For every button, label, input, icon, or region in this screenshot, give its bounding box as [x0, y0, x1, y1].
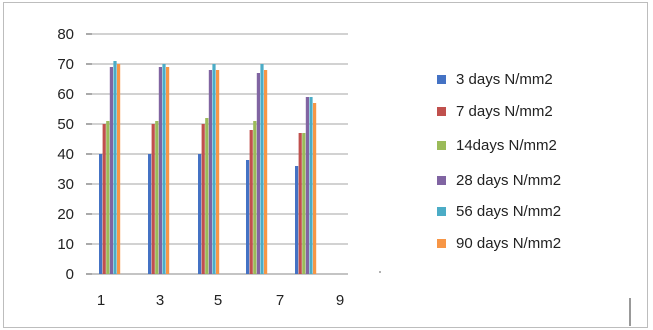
y-tick-label: 40: [57, 146, 74, 163]
legend-swatch: [437, 141, 446, 150]
legend-swatch: [437, 176, 446, 185]
bar: [246, 160, 250, 274]
x-tick-label: 9: [336, 292, 344, 309]
y-tick-label: 50: [57, 116, 74, 133]
bars: [99, 61, 317, 274]
bar: [305, 97, 309, 274]
bar: [249, 130, 253, 274]
legend-item: 90 days N/mm2: [437, 235, 561, 252]
y-tick-label: 60: [57, 86, 74, 103]
y-tick-label: 30: [57, 176, 74, 193]
legend-item: 14days N/mm2: [437, 137, 557, 154]
bar: [298, 133, 302, 274]
bar: [260, 64, 264, 274]
legend-item: 28 days N/mm2: [437, 172, 561, 189]
x-tick-label: 7: [276, 292, 284, 309]
bar: [102, 124, 106, 274]
bar: [151, 124, 155, 274]
bar: [109, 67, 113, 274]
bar: [99, 154, 103, 274]
legend: 3 days N/mm2 7 days N/mm2 14days N/mm2 28 d…: [379, 71, 631, 326]
y-axis-ticks: 0 10 20 30 40 50 60 70 80: [57, 26, 92, 283]
legend-swatch: [437, 107, 446, 116]
bar: [295, 166, 299, 274]
bar: [106, 121, 110, 274]
bar: [302, 133, 306, 274]
legend-swatch: [437, 207, 446, 216]
y-tick-label: 80: [57, 26, 74, 43]
legend-label: 3 days N/mm2: [456, 71, 553, 88]
y-tick-label: 20: [57, 206, 74, 223]
bar: [155, 121, 159, 274]
legend-label: 56 days N/mm2: [456, 203, 561, 220]
y-tick-label: 0: [66, 266, 74, 283]
bar: [256, 73, 260, 274]
legend-item: 56 days N/mm2: [437, 203, 561, 220]
bar: [166, 67, 170, 274]
legend-swatch: [437, 75, 446, 84]
bar: [205, 118, 209, 274]
bar: [253, 121, 257, 274]
bar: [216, 70, 220, 274]
x-tick-label: 1: [97, 292, 105, 309]
legend-item: 3 days N/mm2: [437, 71, 553, 88]
legend-swatch: [437, 239, 446, 248]
legend-label: 90 days N/mm2: [456, 235, 561, 252]
bar: [162, 64, 166, 274]
y-tick-label: 10: [57, 236, 74, 253]
bar: [201, 124, 205, 274]
legend-label: 14days N/mm2: [456, 137, 557, 154]
legend-label: 7 days N/mm2: [456, 103, 553, 120]
x-tick-label: 3: [156, 292, 164, 309]
bar: [148, 154, 152, 274]
bar: [158, 67, 162, 274]
bar: [264, 70, 268, 274]
bar: [208, 70, 212, 274]
bar: [198, 154, 202, 274]
legend-item: 7 days N/mm2: [437, 103, 553, 120]
x-tick-label: 5: [214, 292, 222, 309]
bar: [309, 97, 313, 274]
legend-label: 28 days N/mm2: [456, 172, 561, 189]
bar: [113, 61, 117, 274]
y-tick-label: 70: [57, 56, 74, 73]
bar: [212, 64, 216, 274]
bar: [313, 103, 317, 274]
bar: [117, 64, 121, 274]
x-axis-ticks: 1 3 5 7 9: [97, 292, 344, 309]
